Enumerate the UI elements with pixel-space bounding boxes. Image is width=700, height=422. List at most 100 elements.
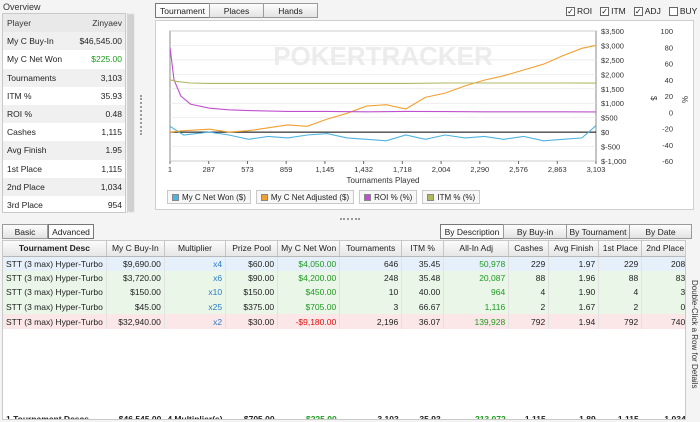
checkbox-icon[interactable]: ✓ [633,6,643,16]
checkbox-icon[interactable] [668,6,678,16]
toggle-roi[interactable]: ✓ ROI [566,6,592,16]
overview-row: Cashes 1,115 [3,123,125,141]
y-left-tick-label: $2,000 [601,70,624,79]
legend-item[interactable]: ITM % (%) [422,190,481,204]
y-left-tick-label: $0 [601,128,609,137]
table-cell: $46,545.00 [106,411,165,419]
table-cell: 139,928 [443,314,510,329]
overview-label: ROI % [7,109,33,120]
horizontal-splitter-handle[interactable] [340,218,360,220]
table-cell: x10 [164,285,227,300]
column-header[interactable]: 2nd Place [641,241,685,257]
column-header[interactable]: Cashes [508,241,550,257]
table-cell: 83 [641,270,685,286]
column-header[interactable]: 1st Place [598,241,643,257]
legend-label: ITM % (%) [437,192,476,202]
y-left-tick-label: $500 [601,114,618,123]
table-cell: x2 [164,314,227,329]
toggle-itm[interactable]: ✓ ITM [600,6,626,16]
series-line-my-c-net-adjusted [169,44,597,133]
table-row[interactable]: STT (3 max) Hyper-Turbo $32,940.00 x2 $30.0… [3,314,685,329]
side-hint-text: Double-Click a Row for Details [690,280,699,388]
checkbox-icon[interactable]: ✓ [566,6,575,16]
table-cell: 792 [598,314,643,329]
basic-button[interactable]: Basic [2,224,48,239]
overview-title: Overview [3,2,41,12]
table-cell: 40.00 [401,285,445,300]
y-left-tick-label: $1,500 [601,85,624,94]
overview-row: My C Net Won $225.00 [3,50,125,68]
overview-value: 954 [107,200,122,211]
table-cell: x25 [164,299,227,315]
x-axis-label: Tournaments Played [347,176,420,185]
table-header-row: Tournament Desc My C Buy-In Multiplier Priz… [3,241,685,257]
table-cell: 213,072 [443,411,509,419]
y-left-tick-label: $3,000 [601,41,624,50]
table-cell: STT (3 max) Hyper-Turbo [3,299,107,315]
legend-item[interactable]: My C Net Won ($) [167,190,251,204]
table-cell: 50,978 [443,256,510,271]
by-date-button[interactable]: By Date [629,224,692,239]
results-table: Tournament Desc My C Buy-In Multiplier Priz… [2,240,686,420]
table-row[interactable]: STT (3 max) Hyper-Turbo $3,720.00 x6 $90.00… [3,270,685,286]
table-cell: -$9,180.00 [277,314,341,329]
column-header[interactable]: Tournaments [339,241,403,257]
overview-value: 1,115 [101,127,122,138]
overview-label: Avg Finish [7,145,47,156]
table-row[interactable]: STT (3 max) Hyper-Turbo $45.00 x25 $375.00 $… [3,299,685,315]
overview-label: My C Buy-In [7,36,54,47]
table-cell: $32,940.00 [106,314,165,329]
legend-item[interactable]: My C Net Adjusted ($) [255,190,355,204]
vertical-splitter-handle[interactable] [140,95,144,135]
column-header[interactable]: Tournament Desc [3,241,107,257]
table-cell: 792 [508,314,550,329]
overview-row: Avg Finish 1.95 [3,141,125,160]
table-cell: 248 [339,270,403,286]
chart-panel: POKERTRACKER $3,500 $3,000 $2,500 $2,000 $1,5… [155,20,694,210]
column-header[interactable]: My C Net Won [277,241,341,257]
column-header[interactable]: All-In Adj [443,241,510,257]
table-cell: 35.45 [401,256,445,271]
advanced-button[interactable]: Advanced [48,224,94,239]
watermark: POKERTRACKER [273,41,493,71]
table-cell: 35.93 [401,411,444,419]
legend-label: My C Net Won ($) [182,192,246,202]
overview-label: ITM % [7,90,32,101]
overview-label: 1st Place [7,163,42,174]
y-left-axis-label: $ [649,96,658,101]
table-row[interactable]: STT (3 max) Hyper-Turbo $150.00 x10 $150.00… [3,285,685,300]
overview-scroll-thumb[interactable] [128,14,134,212]
y-right-tick-label: 100 [660,27,673,36]
toggle-adj[interactable]: ✓ ADJ [633,6,661,16]
toggle-buy[interactable]: BUY [668,6,697,16]
overview-row: Tournaments 3,103 [3,68,125,87]
overview-label: 2nd Place [7,181,45,192]
checkbox-icon[interactable]: ✓ [600,6,610,16]
column-header[interactable]: ITM % [401,241,445,257]
table-cell: $225.00 [277,411,340,419]
column-header[interactable]: Prize Pool [225,241,279,257]
overview-label: Player [7,18,32,29]
y-left-tick-label: $-1,000 [601,157,626,166]
series-toggles: ✓ ROI ✓ ITM ✓ ADJ BUY [566,6,697,16]
x-tick-label: 1,718 [393,165,412,174]
by-buyin-button[interactable]: By Buy-in [503,224,566,239]
tab-places[interactable]: Places [209,3,263,18]
by-description-button[interactable]: By Description [440,224,503,239]
column-header[interactable]: My C Buy-In [106,241,165,257]
column-header[interactable]: Avg Finish [548,241,600,257]
tab-hands[interactable]: Hands [263,3,318,18]
table-cell: $90.00 [225,270,279,286]
toggle-label: ITM [611,6,626,16]
column-header[interactable]: Multiplier [164,241,227,257]
by-tournament-button[interactable]: By Tournament [566,224,629,239]
x-tick-label: 1,432 [354,165,373,174]
table-cell: $45.00 [106,299,165,315]
table-row[interactable]: STT (3 max) Hyper-Turbo $9,690.00 x4 $60.00… [3,256,685,271]
table-cell: 35.48 [401,270,445,286]
table-cell: $60.00 [225,256,279,271]
plot-area [169,30,597,162]
legend-item[interactable]: ROI % (%) [359,190,418,204]
tab-tournament[interactable]: Tournament [155,3,209,18]
y-left-tick-label: $2,500 [601,56,624,65]
